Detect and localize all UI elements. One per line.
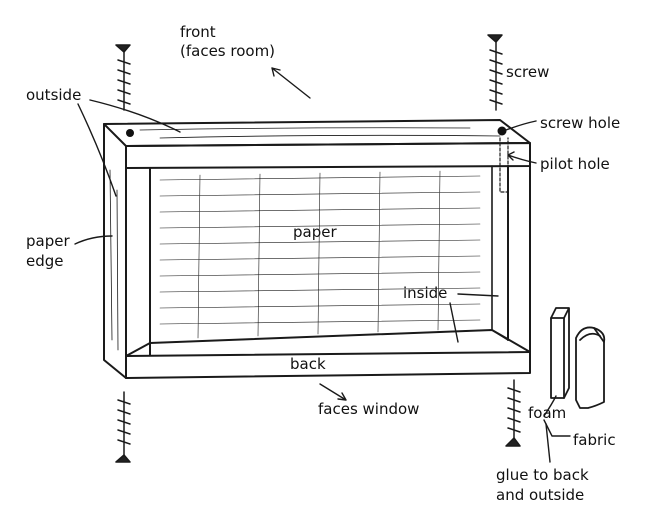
fabric-leader bbox=[543, 419, 571, 437]
frame-bottom-board bbox=[125, 329, 531, 357]
screw-hole-right bbox=[497, 126, 507, 136]
faces-window-arrow bbox=[319, 383, 347, 401]
label-back: back bbox=[290, 355, 326, 373]
screw-icon bbox=[115, 391, 131, 463]
fabric-roll bbox=[575, 326, 606, 409]
paper-area bbox=[159, 170, 481, 339]
screw-icon bbox=[115, 44, 131, 111]
paper-edge-leader bbox=[74, 235, 113, 245]
frame-top-front bbox=[125, 142, 531, 169]
frame-left-side bbox=[103, 123, 127, 379]
foam-strip bbox=[550, 307, 570, 399]
label-faces-room: (faces room) bbox=[180, 42, 275, 60]
label-foam: foam bbox=[528, 404, 566, 422]
label-glue-1: glue to back bbox=[496, 466, 589, 484]
frame-top-grain bbox=[139, 127, 501, 139]
screw-icon bbox=[505, 379, 521, 447]
frame-left-front bbox=[125, 167, 151, 379]
label-pilot-hole: pilot hole bbox=[540, 155, 610, 173]
outside-leader-side bbox=[77, 103, 117, 197]
label-faces-window: faces window bbox=[318, 400, 419, 418]
label-inside: inside bbox=[403, 284, 447, 302]
label-glue-2: and outside bbox=[496, 486, 584, 504]
frame-bottom-front bbox=[125, 351, 531, 379]
front-arrow bbox=[271, 67, 311, 99]
foam-leader bbox=[543, 395, 557, 417]
label-outside: outside bbox=[26, 86, 81, 104]
label-paper-edge-1: paper bbox=[26, 232, 70, 250]
frame-top-board bbox=[103, 119, 531, 147]
pilot-hole bbox=[499, 137, 509, 193]
glue-leader bbox=[545, 423, 551, 463]
label-paper: paper bbox=[293, 223, 337, 241]
screw-icon bbox=[487, 34, 503, 111]
frame-right-side bbox=[507, 165, 531, 359]
label-paper-edge-2: edge bbox=[26, 252, 64, 270]
label-screw: screw bbox=[506, 63, 549, 81]
label-fabric: fabric bbox=[573, 431, 616, 449]
inside-leader-2 bbox=[449, 302, 459, 343]
pilot-hole-leader bbox=[507, 151, 537, 164]
frame-inside-line bbox=[149, 329, 493, 344]
screw-hole-left bbox=[126, 129, 134, 137]
outside-leader-top bbox=[89, 99, 181, 133]
leader-lines bbox=[74, 67, 571, 463]
inside-leader-1 bbox=[457, 293, 499, 297]
label-front: front bbox=[180, 23, 216, 41]
paper-hatching bbox=[159, 170, 481, 339]
wood-frame bbox=[103, 119, 531, 379]
screw-hole-leader bbox=[505, 120, 537, 131]
label-screw-hole: screw hole bbox=[540, 114, 620, 132]
frame-left-grain bbox=[109, 169, 119, 351]
